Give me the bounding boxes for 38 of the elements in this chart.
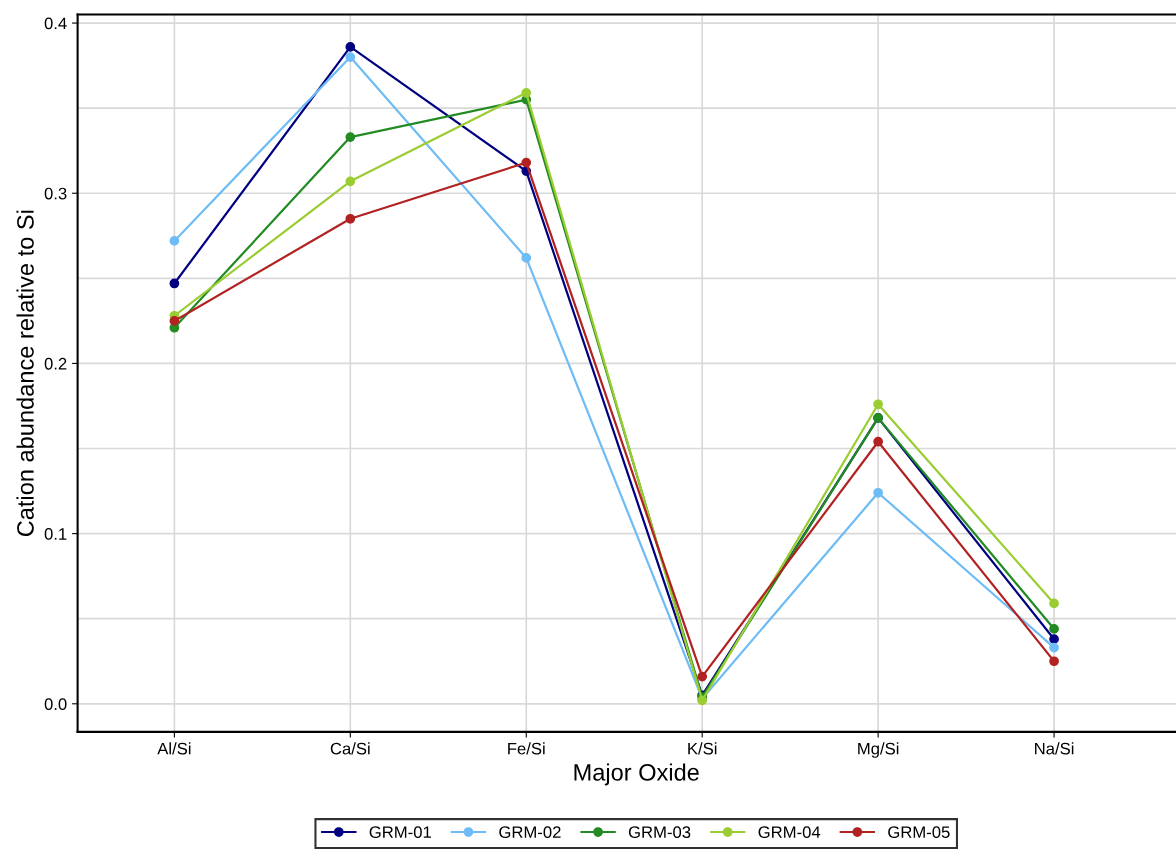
x-tick-label: Al/Si — [157, 742, 191, 755]
point — [169, 316, 180, 326]
x-tick-label: Ca/Si — [330, 742, 370, 755]
legend-label: GRM-02 — [499, 826, 561, 839]
y-tick-label: 0.3 — [44, 187, 67, 200]
point — [1049, 624, 1059, 634]
y-tick-label: 0.4 — [44, 17, 67, 30]
point — [345, 176, 356, 187]
point — [1049, 656, 1059, 667]
point — [873, 436, 883, 447]
point — [1049, 634, 1059, 644]
x-axis-title: Major Oxide — [574, 763, 699, 786]
point — [521, 87, 532, 98]
y-axis-title: Cation abundance relative to Si — [16, 210, 34, 537]
point — [345, 213, 356, 224]
point — [169, 278, 180, 289]
y-tick-label: 0.2 — [44, 357, 67, 370]
point — [697, 671, 708, 682]
point — [873, 399, 883, 410]
point — [345, 42, 356, 52]
x-tick-label: Na/Si — [1035, 742, 1074, 755]
point — [169, 236, 180, 246]
x-tick-label: Mg/Si — [858, 742, 899, 758]
point — [345, 52, 356, 62]
legend-label: GRM-04 — [758, 826, 821, 839]
legend-label: GRM-03 — [628, 826, 691, 839]
x-tick-label: Fe/Si — [508, 742, 545, 755]
y-tick-label: 0.0 — [44, 698, 67, 710]
point — [345, 132, 356, 142]
x-tick-label: K/Si — [688, 742, 717, 755]
legend-label: GRM-05 — [888, 826, 950, 839]
legend-label: GRM-01 — [369, 826, 431, 839]
point — [521, 253, 532, 263]
point — [873, 487, 883, 498]
point — [1049, 598, 1059, 609]
y-tick-label: 0.1 — [44, 528, 67, 540]
point — [1049, 642, 1059, 653]
point — [521, 157, 532, 168]
